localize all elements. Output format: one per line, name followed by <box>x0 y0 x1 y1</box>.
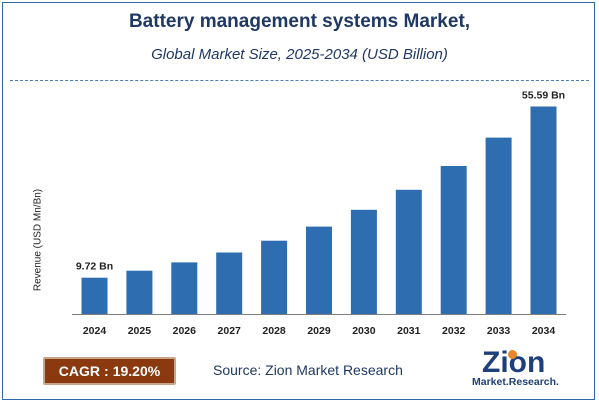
x-tick-label-2026: 2026 <box>173 325 197 337</box>
cagr-label: CAGR <box>58 363 101 379</box>
bar-2028 <box>261 240 288 314</box>
bar-2027 <box>216 252 243 314</box>
chart-title: Battery management systems Market, <box>128 11 471 32</box>
zion-logo: Zion Market.Research. <box>472 348 582 398</box>
header-divider <box>10 80 589 81</box>
data-label-2024: 9.72 Bn <box>76 261 113 273</box>
bar-2026 <box>171 262 198 314</box>
source-text: Source: Zion Market Research <box>213 362 403 378</box>
chart-subtitle: Global Market Size, 2025-2034 (USD Billi… <box>151 46 448 63</box>
bar-2031 <box>395 189 422 314</box>
logo-dot-icon <box>508 350 517 359</box>
data-label-2034: 55.59 Bn <box>522 90 565 102</box>
bar-2030 <box>350 209 377 314</box>
bar-2025 <box>126 270 153 314</box>
cagr-separator: : <box>104 363 109 379</box>
logo-sub-text: Market.Research. <box>472 376 559 388</box>
bar-2032 <box>440 166 467 314</box>
bar-2034 <box>530 106 557 314</box>
x-tick-label-2029: 2029 <box>307 325 331 337</box>
x-tick-label-2028: 2028 <box>262 325 286 337</box>
cagr-badge: CAGR : 19.20% <box>43 357 176 385</box>
cagr-value: 19.20% <box>112 363 161 379</box>
x-tick-label-2025: 2025 <box>128 325 152 337</box>
x-tick-label-2032: 2032 <box>442 325 466 337</box>
x-tick-label-2031: 2031 <box>397 325 421 337</box>
x-tick-label-2030: 2030 <box>352 325 376 337</box>
x-tick-label-2033: 2033 <box>487 325 511 337</box>
bar-2029 <box>306 226 332 314</box>
x-tick-label-2024: 2024 <box>83 325 107 337</box>
bar-2033 <box>485 137 512 314</box>
x-tick-label-2027: 2027 <box>218 325 242 337</box>
x-tick-label-2034: 2034 <box>532 325 556 337</box>
bar-2024 <box>81 277 108 314</box>
